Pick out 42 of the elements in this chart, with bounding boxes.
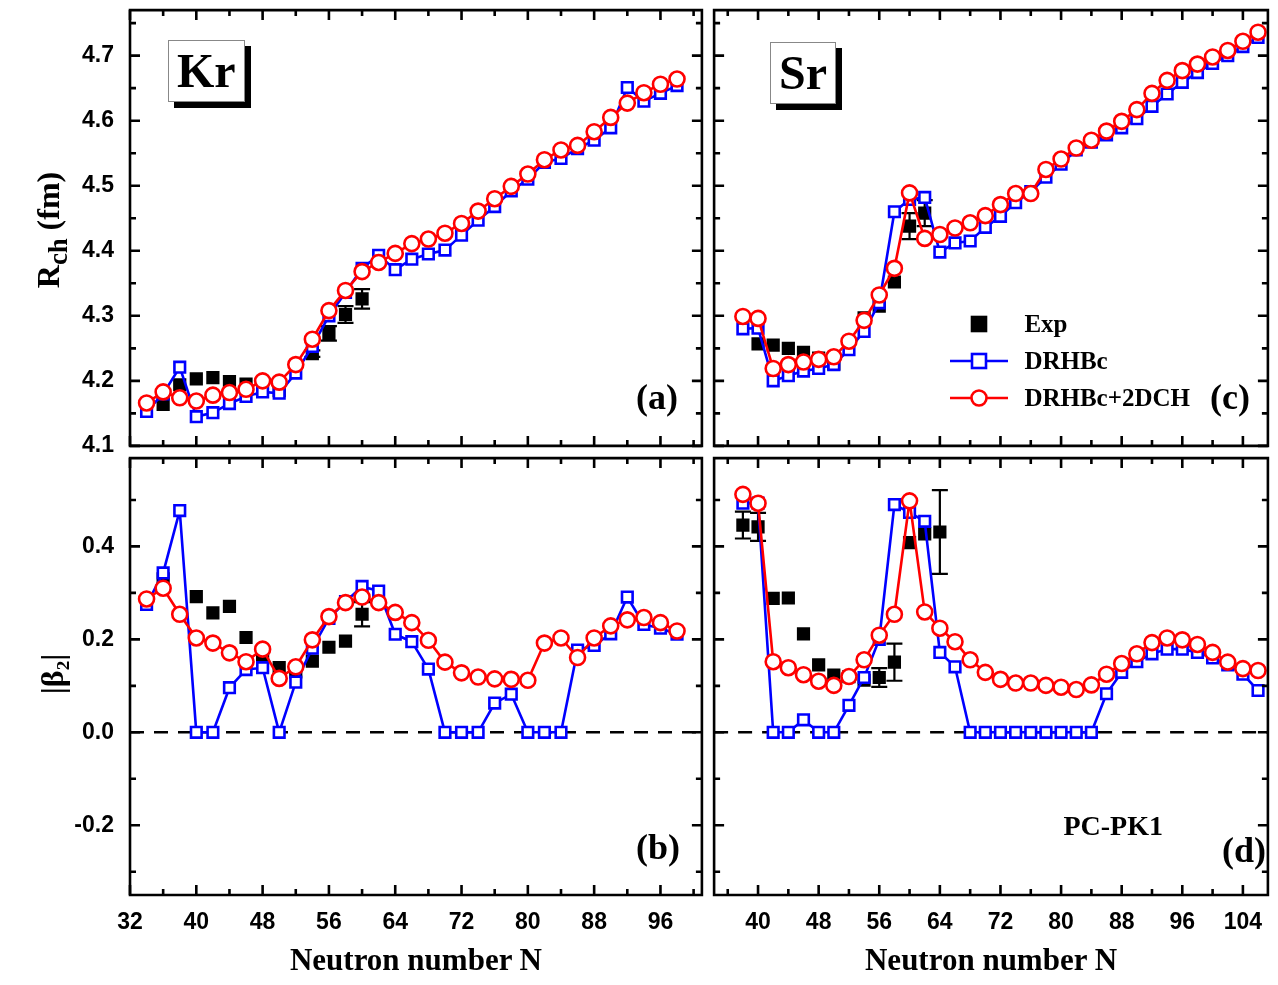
x-tick-label: 48 (249, 908, 276, 935)
y-tick-label: -0.2 (74, 810, 114, 837)
y-tick-label: 4.1 (82, 431, 115, 458)
x-tick-label: 40 (745, 908, 771, 935)
annotation: PC-PK1 (1063, 810, 1163, 841)
annotation: Kr (168, 40, 245, 102)
x-tick-label: 72 (448, 908, 475, 935)
y-tick-label: 4.6 (82, 106, 114, 133)
x-tick-label: 96 (1169, 908, 1196, 935)
x-tick-label: 80 (1048, 908, 1074, 935)
x-tick-label: 80 (515, 908, 541, 935)
y-axis-title: |β₂| (33, 653, 71, 694)
x-tick-label: 104 (1223, 908, 1263, 935)
y-tick-label: 4.5 (82, 171, 115, 198)
x-tick-label: 56 (866, 908, 893, 935)
annotation: (a) (636, 377, 678, 417)
x-tick-label: 32 (117, 908, 143, 935)
y-tick-label: 4.7 (82, 40, 114, 67)
x-tick-label: 64 (382, 908, 409, 935)
annotation: (b) (636, 827, 680, 867)
legend-label: DRHBc+2DCH (1024, 383, 1190, 412)
x-tick-label: 88 (1108, 908, 1135, 935)
x-tick-label: 72 (987, 908, 1014, 935)
y-tick-label: 4.4 (82, 236, 115, 263)
y-tick-label: 0.0 (82, 717, 114, 744)
x-axis-title: Neutron number N (289, 942, 542, 978)
legend-label: Exp (1024, 309, 1068, 338)
annotation: (d) (1222, 830, 1266, 870)
y-tick-label: 0.2 (82, 624, 114, 651)
y-tick-label: 0.4 (82, 531, 115, 558)
x-tick-label: 40 (183, 908, 210, 935)
x-axis-title: Neutron number N (864, 942, 1118, 978)
annotation: (c) (1210, 377, 1250, 417)
x-tick-label: 64 (927, 908, 953, 935)
legend-label: DRHBc (1024, 346, 1108, 375)
y-tick-label: 4.3 (82, 301, 114, 328)
annotation: Sr (770, 42, 836, 104)
x-tick-label: 56 (316, 908, 342, 935)
y-tick-label: 4.2 (82, 366, 114, 393)
x-tick-label: 88 (581, 908, 608, 935)
x-tick-label: 48 (805, 908, 832, 935)
x-tick-label: 96 (647, 908, 674, 935)
